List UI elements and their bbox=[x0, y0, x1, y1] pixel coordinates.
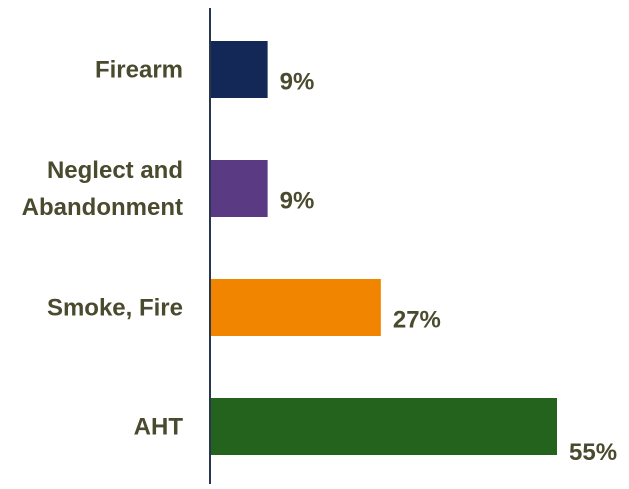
category-label-line: Neglect and bbox=[47, 157, 183, 184]
category-label-line: Smoke, Fire bbox=[47, 295, 183, 322]
category-label: Neglect and Abandonment bbox=[22, 157, 183, 221]
value-label: 27% bbox=[393, 307, 441, 334]
category-label: Smoke, Fire bbox=[47, 295, 183, 322]
category-label-line: AHT bbox=[134, 414, 184, 441]
category-label-line: Firearm bbox=[95, 57, 183, 84]
bar-smoke-fire bbox=[211, 279, 381, 336]
category-label: AHT bbox=[134, 414, 184, 441]
category-label-line: Abandonment bbox=[22, 194, 183, 221]
bar-neglect-and-abandonment bbox=[211, 160, 268, 217]
bar-firearm bbox=[211, 41, 268, 98]
category-label: Firearm bbox=[95, 57, 183, 84]
value-label: 55% bbox=[569, 439, 617, 466]
value-label: 9% bbox=[280, 69, 315, 96]
category-labels-group: Firearm Neglect and Abandonment Smoke, Fire… bbox=[22, 57, 184, 441]
bar-aht bbox=[211, 398, 557, 455]
value-labels-group: 9% 9% 27% 55% bbox=[280, 69, 617, 467]
value-label: 9% bbox=[280, 188, 315, 215]
bars-group bbox=[211, 41, 557, 455]
